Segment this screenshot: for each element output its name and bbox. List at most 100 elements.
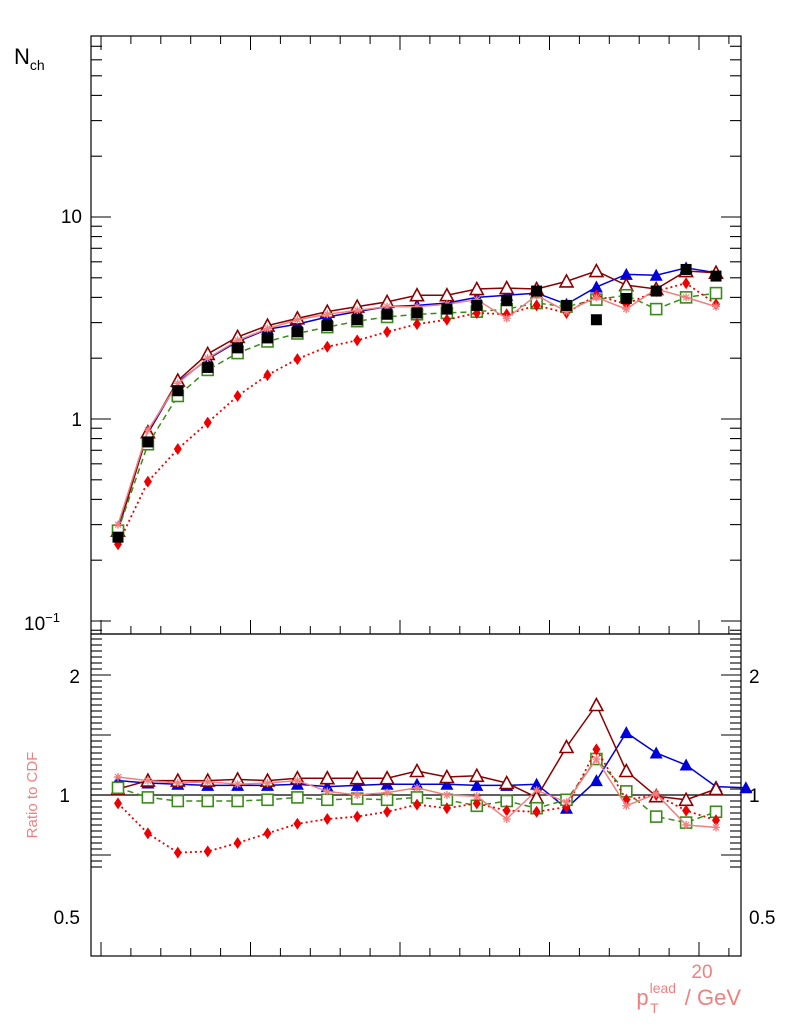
ratio-mc-green-point <box>141 791 155 804</box>
main-mc-pink-point <box>502 314 511 323</box>
main-cdf-data-point <box>710 270 722 282</box>
main-mc-pink-point <box>143 426 152 435</box>
main-mc-red-point <box>532 299 541 312</box>
ratio-mc-red-point <box>143 827 152 840</box>
main-mc-darkred-point <box>409 287 425 302</box>
main-cdf-data-point <box>321 320 333 332</box>
main-mc-red-point <box>442 313 451 326</box>
main-mc-green-point <box>709 286 723 300</box>
main-y-axis-title: Nch <box>14 44 45 73</box>
main-mc-pink-point <box>712 302 720 311</box>
main-mc-blue-point <box>619 267 633 280</box>
ratio-mc-blue-point <box>320 780 334 793</box>
main-y-tick-label-1: 1 <box>71 410 82 431</box>
ratio-mc-green-point <box>320 793 334 807</box>
ratio-mc-blue-point <box>470 778 484 791</box>
main-mc-red-point <box>143 475 152 488</box>
ratio-y-tick-label-0p5-right: 0.5 <box>749 908 775 929</box>
ratio-mc-red-point <box>472 797 481 810</box>
main-mc-pink-point <box>263 324 272 333</box>
main-cdf-data-point <box>561 299 572 311</box>
ratio-mc-pink-point <box>173 779 182 787</box>
main-mc-green-point <box>649 302 663 316</box>
ratio-mc-darkred-point <box>708 780 724 796</box>
ratio-mc-red-point <box>592 743 601 756</box>
main-cdf-data-point <box>590 314 602 326</box>
main-mc-red-point <box>203 416 212 429</box>
ratio-mc-pink-point <box>293 776 302 785</box>
ratio-mc-green-point <box>261 793 274 807</box>
ratio-mc-pink-point <box>502 815 511 823</box>
ratio-mc-darkred-point <box>439 768 455 784</box>
ratio-mc-red-point <box>293 817 302 830</box>
ratio-mc-red-point <box>173 846 182 859</box>
ratio-mc-darkred-point <box>409 762 425 778</box>
main-y-tick-label-0p1: 10−1 <box>24 610 60 635</box>
main-mc-red-point <box>353 334 362 347</box>
main-cdf-data-point <box>112 531 124 543</box>
ratio-y-tick-label-2-right: 2 <box>749 667 760 688</box>
ratio-mc-pink-point <box>323 787 332 796</box>
ratio-mc-blue-point <box>410 777 424 790</box>
main-mc-red-point <box>413 318 421 331</box>
ratio-mc-red-point <box>263 827 272 840</box>
ratio-mc-pink-point <box>203 777 212 786</box>
main-cdf-data-point <box>411 307 423 319</box>
ratio-mc-darkred-point <box>588 696 605 712</box>
main-mc-darkred-point <box>618 276 635 292</box>
ratio-mc-pink-point <box>143 776 152 785</box>
main-mc-pink-point <box>293 315 302 324</box>
ratio-mc-red-point <box>502 804 511 817</box>
x-tick-label-20: 20 <box>691 962 712 983</box>
main-mc-pink-point <box>114 520 122 529</box>
main-mc-pink-point <box>682 293 691 302</box>
ratio-mc-red-point <box>383 805 392 818</box>
ratio-mc-blue-point <box>440 777 454 790</box>
ratio-mc-red-point <box>203 845 212 858</box>
ratio-series-group <box>110 696 753 859</box>
ratio-y-tick-label-2: 2 <box>69 667 80 688</box>
main-cdf-data-point <box>232 342 244 354</box>
main-mc-red-point <box>323 340 332 353</box>
main-cdf-data-point <box>531 285 543 297</box>
ratio-mc-pink-point <box>712 823 720 832</box>
main-mc-darkred-point <box>588 262 605 278</box>
ratio-mc-red-point <box>712 814 720 827</box>
ratio-mc-pink-point <box>383 788 392 797</box>
ratio-mc-darkred-point <box>558 738 575 754</box>
ratio-mc-pink-point <box>263 779 272 787</box>
ratio-mc-green-point <box>291 791 304 804</box>
main-mc-red-line <box>117 282 717 545</box>
main-mc-pink-point <box>203 354 212 363</box>
ratio-mc-pink-point <box>562 798 571 807</box>
ratio-mc-pink-point <box>682 821 691 829</box>
main-mc-pink-point <box>353 306 362 315</box>
main-mc-red-point <box>383 325 392 338</box>
ratio-mc-blue-point <box>649 746 663 759</box>
ratio-mc-pink-point <box>652 789 661 798</box>
ratio-mc-red-point <box>323 813 332 825</box>
ratio-mc-pink-point <box>233 780 242 789</box>
main-mc-darkred-point <box>498 279 515 295</box>
main-mc-red-point <box>263 369 272 382</box>
main-mc-darkred-point <box>468 280 485 296</box>
ratio-y-ticks <box>91 638 741 868</box>
ratio-mc-pink-point <box>532 786 541 795</box>
main-cdf-data-point <box>650 285 662 297</box>
ratio-mc-pink-point <box>114 773 122 781</box>
main-y-ticks <box>91 45 741 631</box>
main-series-group <box>110 261 724 551</box>
ratio-mc-green-point <box>111 781 125 795</box>
main-cdf-data-point <box>262 332 273 344</box>
ratio-mc-blue-point <box>739 781 753 794</box>
ratio-mc-pink-point <box>442 791 451 799</box>
main-mc-red-point <box>233 389 242 402</box>
ratio-mc-green-point <box>649 810 663 823</box>
x-ticks <box>100 36 730 956</box>
ratio-mc-darkred-point <box>349 770 366 785</box>
ratio-mc-darkred-point <box>618 762 635 778</box>
ratio-mc-green-point <box>231 794 244 808</box>
ratio-mc-red-point <box>233 837 242 849</box>
ratio-mc-blue-line <box>117 731 746 810</box>
